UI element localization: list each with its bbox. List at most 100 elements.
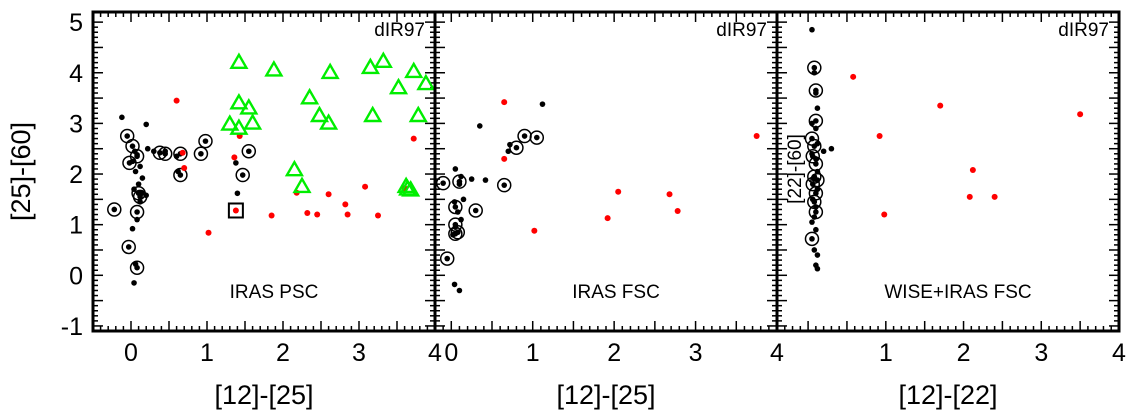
data-point-triangle (320, 62, 340, 80)
data-point-red (876, 133, 883, 140)
data-point-core (198, 150, 204, 157)
data-point-triangle (243, 113, 263, 130)
data-point-circled (173, 167, 188, 183)
data-point-circled (496, 177, 512, 193)
data-point-black (451, 281, 458, 288)
inner-y-axis-label: [22]-[60] (785, 134, 806, 204)
data-point-core (239, 172, 246, 178)
data-point-triangle (292, 176, 312, 194)
data-point-ring (529, 130, 545, 145)
data-point-ring (129, 204, 145, 220)
data-point-red (604, 215, 611, 222)
data-point-black (460, 196, 467, 203)
data-point-black (820, 148, 827, 155)
data-point-red (674, 207, 681, 214)
data-point-core (813, 209, 819, 215)
data-point-red (1077, 111, 1084, 118)
data-point-red (501, 99, 508, 106)
data-point-ring (193, 146, 209, 162)
data-point-red (304, 210, 311, 217)
x-axis-label: [12]-[22] (898, 380, 997, 410)
data-point-circled (805, 176, 821, 192)
y-tick-label: 1 (69, 212, 83, 240)
data-point-red (268, 212, 275, 219)
data-point-ring (132, 189, 148, 205)
panel-tag: dIR97 (1058, 20, 1109, 41)
data-point-red (966, 193, 973, 200)
data-point-ring (807, 60, 822, 75)
data-point-red (205, 229, 212, 236)
panel-wise-iras-fsc: 1 2 3 4 [12]-[22] [22]-[60] dIR97 WISE+IRAS FSC (775, 10, 1126, 410)
data-point-triangle (220, 114, 240, 131)
data-point-circled (129, 260, 145, 275)
data-point-core (134, 264, 140, 271)
data-point-circled (119, 128, 135, 144)
data-point-core (134, 209, 140, 215)
data-point-red (531, 227, 538, 234)
data-point-ring (173, 167, 188, 183)
data-point-triangle (416, 73, 436, 91)
data-point-black (144, 145, 151, 152)
x-tick-label: 3 (352, 339, 366, 367)
panel-iras-psc: 0 1 2 3 4 5 4 3 2 1 0 -1 [12]-[25] dIR97 IRAS PSC (61, 9, 442, 410)
x-tick-label: 1 (879, 339, 893, 367)
data-point-black (135, 181, 142, 187)
data-point-core (809, 236, 815, 242)
data-point-black (143, 121, 149, 128)
data-point-core (125, 244, 132, 250)
data-point-core (811, 143, 818, 149)
data-point-ring (805, 149, 821, 164)
x-axis-label: [12]-[25] (214, 380, 313, 410)
data-point-red (231, 154, 238, 161)
data-point-circled (193, 146, 209, 162)
data-point-triangle (284, 159, 304, 177)
data-point-circled (448, 226, 463, 242)
y-axis-title: [25]-[60] (6, 122, 36, 221)
data-point-ring (121, 239, 136, 255)
y-tick-label: 4 (69, 60, 83, 88)
data-point-square (227, 202, 244, 219)
data-point-ring (439, 251, 455, 266)
y-tick-label: 5 (69, 9, 83, 37)
data-point-ring (808, 113, 824, 129)
data-point-circled (129, 204, 145, 220)
y-axis-label: [25]-[60] (6, 122, 36, 221)
x-tick-label: 0 (124, 339, 138, 367)
y-tick-label: 0 (69, 262, 83, 290)
data-point-red (991, 193, 998, 200)
data-point-red (179, 149, 186, 156)
x-tick-label: 4 (1112, 339, 1126, 367)
panel-label: IRAS PSC (230, 282, 319, 303)
data-point-red (342, 201, 349, 208)
x-tick-label: 0 (444, 339, 458, 367)
data-point-black (814, 105, 821, 112)
data-point-black (828, 145, 835, 152)
data-point-red (615, 188, 622, 195)
data-point-red (501, 155, 508, 162)
data-point-circled (121, 239, 136, 255)
data-point-red (181, 164, 188, 171)
data-point-core (129, 143, 136, 149)
data-point-circled (439, 251, 455, 266)
data-point-ring (509, 140, 524, 155)
data-point-ring (452, 174, 467, 189)
panel-label: WISE+IRAS FSC (884, 282, 1031, 303)
data-point-core (813, 161, 819, 167)
panel-iras-fsc: 0 1 2 3 4 [12]-[25] dIR97 IRAS FSC (433, 10, 784, 410)
data-point-red (325, 191, 332, 198)
data-point-red (753, 133, 760, 140)
data-point-triangle (229, 52, 249, 70)
data-point-triangle (408, 105, 428, 123)
data-point-core (124, 133, 130, 139)
data-point-red (344, 211, 351, 218)
panel-tag: dIR97 (716, 20, 767, 41)
data-point-circled (808, 83, 824, 98)
data-point-black (482, 177, 489, 183)
data-point-circled (808, 204, 824, 220)
data-point-red (937, 102, 944, 109)
data-point-red (969, 166, 976, 173)
x-tick-label: 1 (526, 339, 540, 367)
x-tick-label: 2 (957, 339, 971, 367)
data-point-red (881, 211, 888, 218)
data-point-black (452, 166, 459, 172)
